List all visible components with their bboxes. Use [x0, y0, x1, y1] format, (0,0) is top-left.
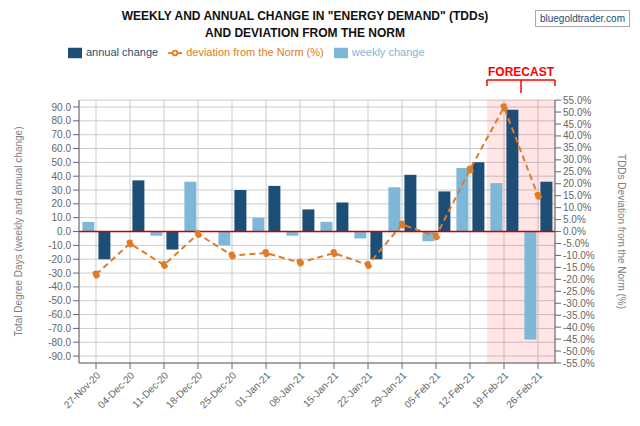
svg-text:60.0: 60.0 — [52, 143, 72, 154]
svg-text:0.0: 0.0 — [57, 226, 71, 237]
svg-text:01-Jan-21: 01-Jan-21 — [233, 369, 273, 409]
svg-text:27-Nov-20: 27-Nov-20 — [61, 369, 103, 411]
svg-text:-80.0: -80.0 — [48, 337, 71, 348]
svg-text:25.0%: 25.0% — [563, 166, 591, 177]
svg-text:-20.0: -20.0 — [48, 254, 71, 265]
svg-text:30.0%: 30.0% — [563, 154, 591, 165]
svg-text:20.0%: 20.0% — [563, 178, 591, 189]
html-text:bluegoldtrader.com: bluegoldtrader.com — [539, 13, 625, 24]
svg-text:30.0: 30.0 — [52, 185, 72, 196]
svg-text:-30.0: -30.0 — [48, 268, 71, 279]
svg-text:19-Feb-21: 19-Feb-21 — [470, 369, 511, 411]
svg-text:50.0%: 50.0% — [563, 107, 591, 118]
svg-text:40.0%: 40.0% — [563, 130, 591, 141]
svg-text:05-Feb-21: 05-Feb-21 — [402, 369, 443, 411]
svg-text:18-Dec-20: 18-Dec-20 — [163, 369, 205, 411]
svg-text:-10.0: -10.0 — [48, 240, 71, 251]
svg-text:-45.0%: -45.0% — [563, 334, 595, 345]
svg-text:10.0%: 10.0% — [563, 202, 591, 213]
svg-text:Total Degree Days (weekly and: Total Degree Days (weekly and annual cha… — [13, 126, 24, 336]
svg-text:-90.0: -90.0 — [48, 351, 71, 362]
svg-text:-35.0%: -35.0% — [563, 310, 595, 321]
html-text:weekly change: weekly change — [351, 46, 425, 58]
svg-text:-40.0%: -40.0% — [563, 322, 595, 333]
svg-text:15-Jan-21: 15-Jan-21 — [301, 369, 341, 409]
svg-text:-50.0%: -50.0% — [563, 346, 595, 357]
svg-text:0.0%: 0.0% — [563, 226, 586, 237]
svg-text:55.0%: 55.0% — [563, 95, 591, 106]
svg-text:80.0: 80.0 — [52, 115, 72, 126]
svg-text:10.0: 10.0 — [52, 212, 72, 223]
svg-text:50.0: 50.0 — [52, 157, 72, 168]
svg-text:90.0: 90.0 — [52, 102, 72, 113]
svg-text:20.0: 20.0 — [52, 198, 72, 209]
svg-text:5.0%: 5.0% — [563, 214, 586, 225]
svg-text:-20.0%: -20.0% — [563, 274, 595, 285]
html-text:annual change: annual change — [86, 46, 159, 58]
html-text:deviation from the Norm (%): deviation from the Norm (%) — [186, 46, 324, 58]
svg-text:FORECAST: FORECAST — [488, 65, 555, 79]
svg-text:15.0%: 15.0% — [563, 190, 591, 201]
svg-text:22-Jan-21: 22-Jan-21 — [335, 369, 375, 409]
html-text:WEEKLY AND ANNUAL CHANGE IN "E: WEEKLY AND ANNUAL CHANGE IN "ENERGY DEMA… — [121, 9, 489, 23]
svg-text:-60.0: -60.0 — [48, 309, 71, 320]
svg-text:35.0%: 35.0% — [563, 142, 591, 153]
svg-text:04-Dec-20: 04-Dec-20 — [96, 369, 137, 410]
svg-text:TDDs Deviation from the Norm (: TDDs Deviation from the Norm (%) — [616, 154, 627, 309]
svg-text:-40.0: -40.0 — [48, 281, 71, 292]
svg-text:11-Dec-20: 11-Dec-20 — [130, 369, 171, 410]
svg-text:40.0: 40.0 — [52, 171, 72, 182]
svg-text:25-Dec-20: 25-Dec-20 — [198, 369, 239, 410]
svg-text:08-Jan-21: 08-Jan-21 — [267, 369, 307, 409]
svg-text:-25.0%: -25.0% — [563, 286, 595, 297]
html-text:AND DEVIATION FROM THE NORM: AND DEVIATION FROM THE NORM — [205, 26, 405, 40]
svg-text:-55.0%: -55.0% — [563, 358, 595, 369]
svg-text:29-Jan-21: 29-Jan-21 — [368, 369, 409, 410]
svg-text:26-Feb-21: 26-Feb-21 — [504, 369, 545, 410]
svg-text:-30.0%: -30.0% — [563, 298, 595, 309]
svg-text:-70.0: -70.0 — [48, 323, 71, 334]
svg-text:-10.0%: -10.0% — [563, 250, 595, 261]
svg-text:-5.0%: -5.0% — [563, 238, 589, 249]
svg-text:12-Feb-21: 12-Feb-21 — [436, 369, 477, 411]
svg-text:-15.0%: -15.0% — [563, 262, 595, 273]
svg-text:-50.0: -50.0 — [48, 295, 71, 306]
svg-text:45.0%: 45.0% — [563, 119, 591, 130]
svg-text:70.0: 70.0 — [52, 129, 72, 140]
